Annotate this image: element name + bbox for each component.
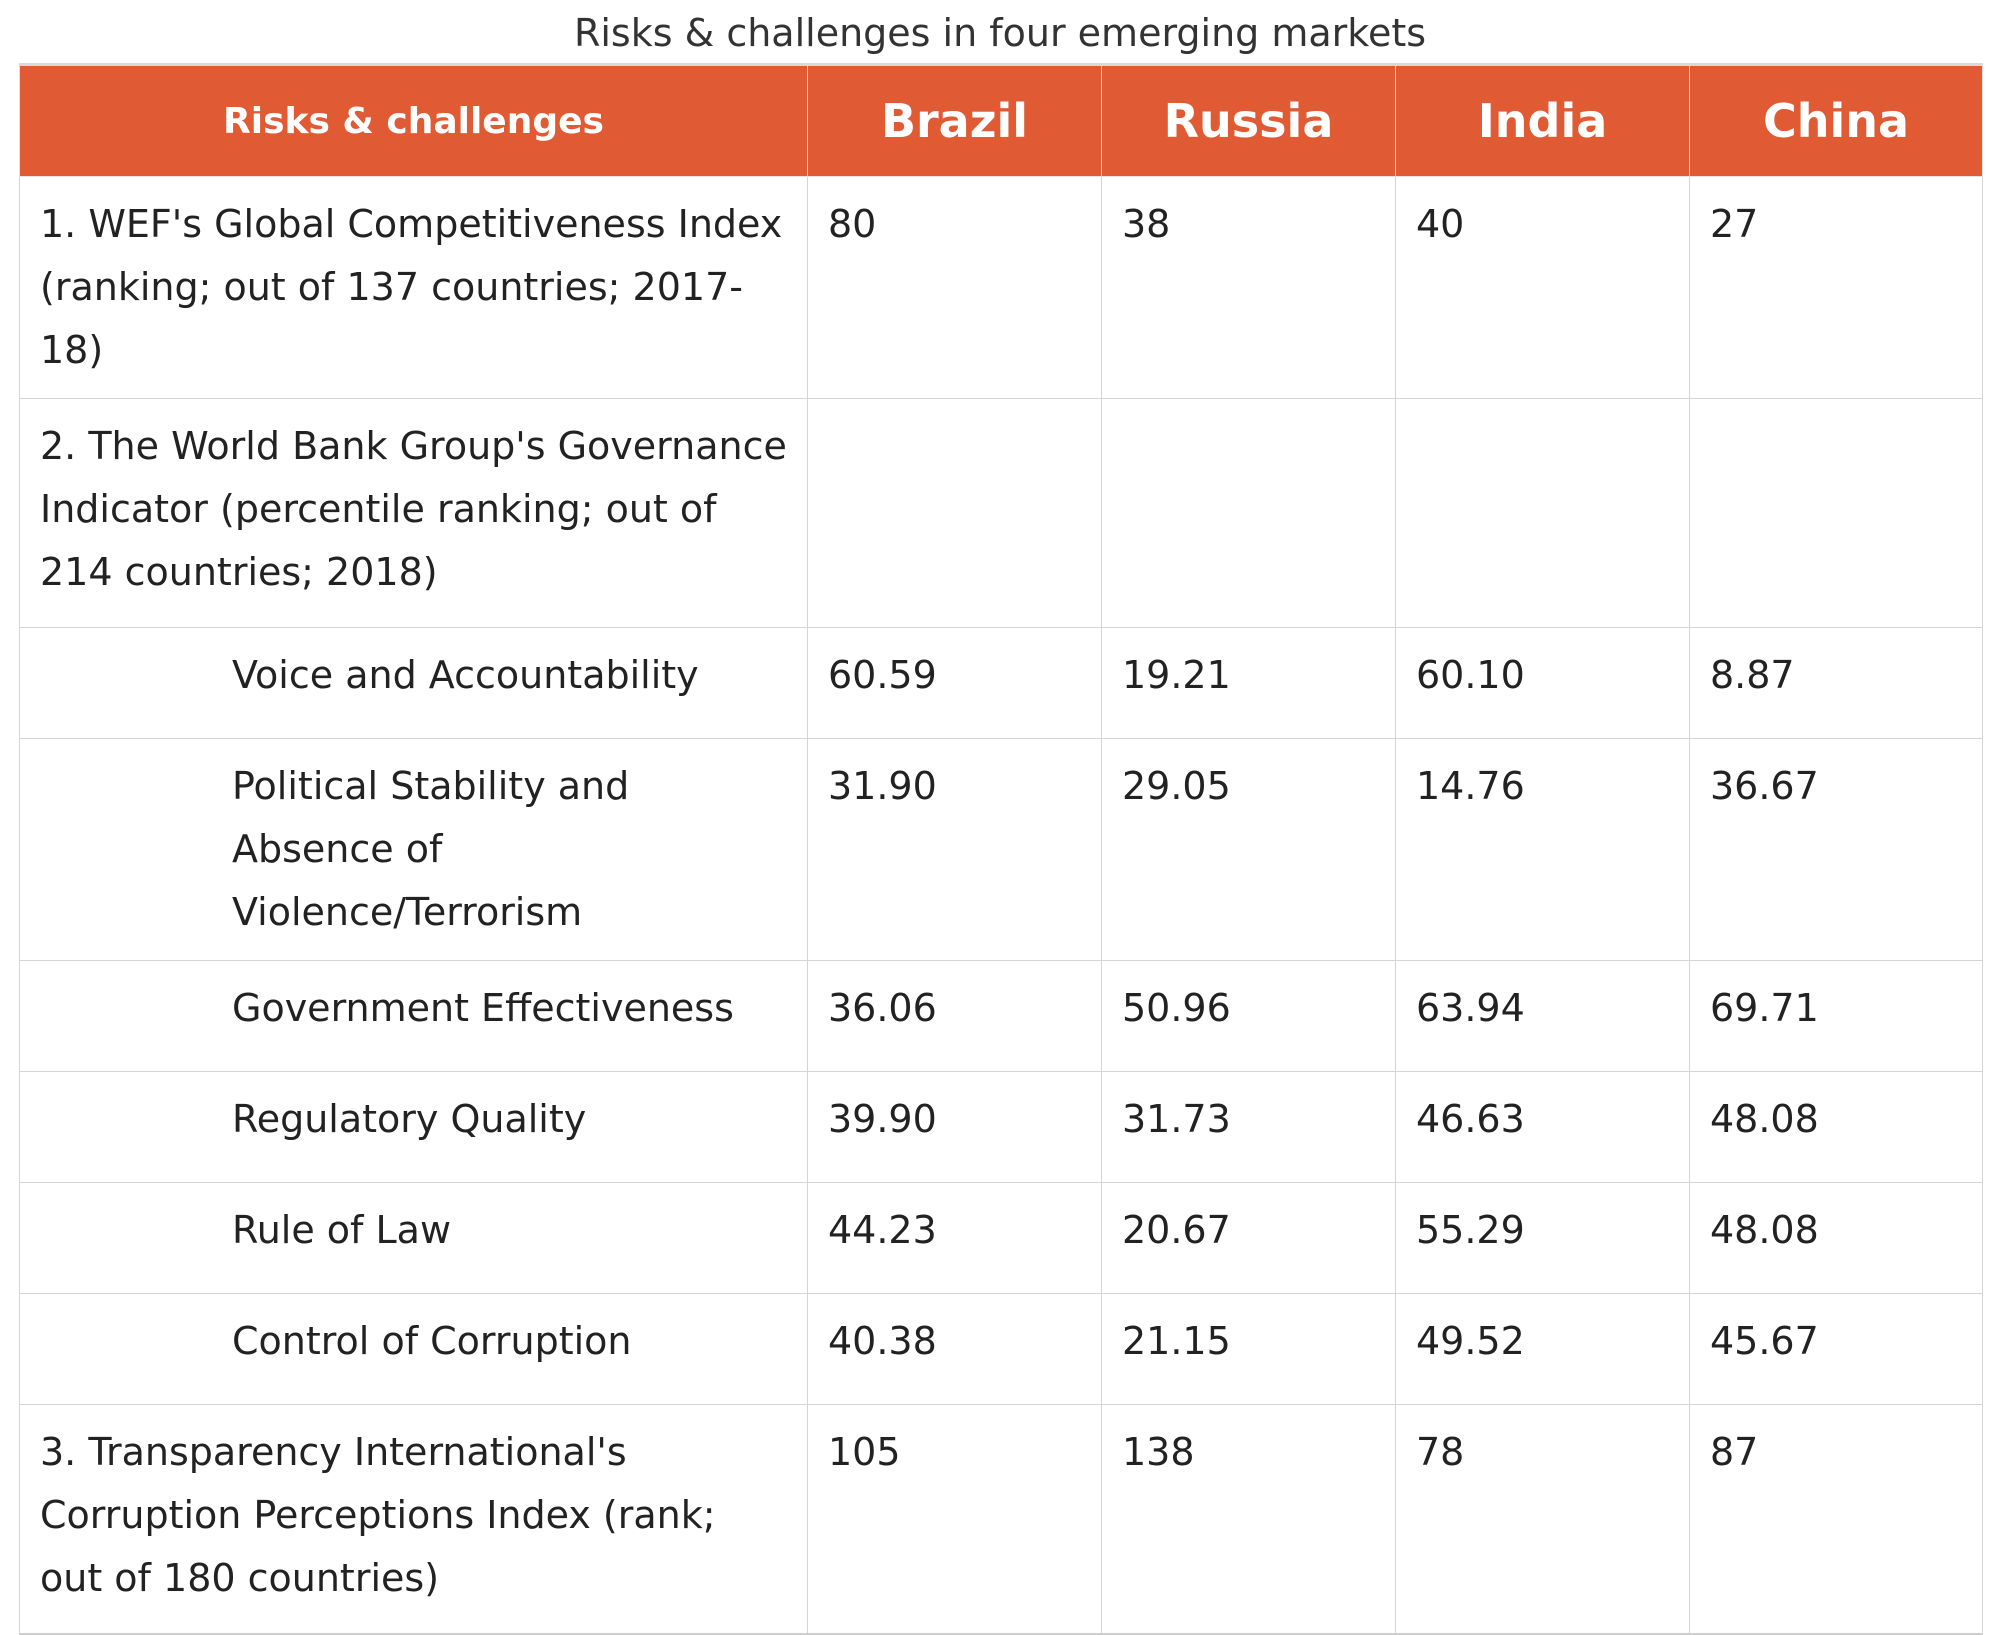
cell-russia: 138 xyxy=(1101,1404,1396,1635)
cell-russia: 29.05 xyxy=(1101,738,1396,961)
cell-china xyxy=(1689,398,1983,628)
row-label: Voice and Accountability xyxy=(19,627,808,739)
table-row: Political Stability and Absence of Viole… xyxy=(19,738,1983,961)
cell-russia: 20.67 xyxy=(1101,1182,1396,1294)
cell-brazil: 31.90 xyxy=(807,738,1102,961)
header-brazil: Brazil xyxy=(807,63,1102,177)
cell-brazil: 40.38 xyxy=(807,1293,1102,1405)
cell-china: 36.67 xyxy=(1689,738,1983,961)
header-row: Risks & challenges Brazil Russia India C… xyxy=(19,63,1983,177)
row-label: Rule of Law xyxy=(19,1182,808,1294)
cell-brazil: 60.59 xyxy=(807,627,1102,739)
cell-brazil: 105 xyxy=(807,1404,1102,1635)
header-risks: Risks & challenges xyxy=(19,63,808,177)
cell-india xyxy=(1395,398,1690,628)
cell-india: 14.76 xyxy=(1395,738,1690,961)
cell-brazil xyxy=(807,398,1102,628)
header-india: India xyxy=(1395,63,1690,177)
row-label: Regulatory Quality xyxy=(19,1071,808,1183)
header-china: China xyxy=(1689,63,1983,177)
cell-brazil: 80 xyxy=(807,176,1102,399)
cell-russia: 21.15 xyxy=(1101,1293,1396,1405)
table-caption: Risks & challenges in four emerging mark… xyxy=(573,11,1427,55)
cell-russia xyxy=(1101,398,1396,628)
table-row: Control of Corruption 40.38 21.15 49.52 … xyxy=(19,1293,1983,1405)
cell-china: 48.08 xyxy=(1689,1182,1983,1294)
cell-china: 27 xyxy=(1689,176,1983,399)
table-row: Voice and Accountability 60.59 19.21 60.… xyxy=(19,627,1983,739)
cell-brazil: 39.90 xyxy=(807,1071,1102,1183)
row-label: 2. The World Bank Group's Governance Ind… xyxy=(19,398,808,628)
row-label: 3. Transparency International's Corrupti… xyxy=(19,1404,808,1635)
row-label: Political Stability and Absence of Viole… xyxy=(19,738,808,961)
cell-china: 87 xyxy=(1689,1404,1983,1635)
cell-india: 46.63 xyxy=(1395,1071,1690,1183)
table-row: 3. Transparency International's Corrupti… xyxy=(19,1404,1983,1635)
cell-russia: 31.73 xyxy=(1101,1071,1396,1183)
risks-table: Risks & challenges Brazil Russia India C… xyxy=(19,63,1983,1635)
row-label: 1. WEF's Global Competitiveness Index (r… xyxy=(19,176,808,399)
cell-india: 60.10 xyxy=(1395,627,1690,739)
cell-russia: 19.21 xyxy=(1101,627,1396,739)
table-row: 2. The World Bank Group's Governance Ind… xyxy=(19,398,1983,628)
cell-india: 40 xyxy=(1395,176,1690,399)
table-row: 1. WEF's Global Competitiveness Index (r… xyxy=(19,176,1983,399)
table-row: Government Effectiveness 36.06 50.96 63.… xyxy=(19,960,1983,1072)
cell-russia: 50.96 xyxy=(1101,960,1396,1072)
row-label: Government Effectiveness xyxy=(19,960,808,1072)
cell-china: 48.08 xyxy=(1689,1071,1983,1183)
cell-india: 49.52 xyxy=(1395,1293,1690,1405)
cell-india: 63.94 xyxy=(1395,960,1690,1072)
table-row: Regulatory Quality 39.90 31.73 46.63 48.… xyxy=(19,1071,1983,1183)
table-row: Rule of Law 44.23 20.67 55.29 48.08 xyxy=(19,1182,1983,1294)
cell-india: 55.29 xyxy=(1395,1182,1690,1294)
header-russia: Russia xyxy=(1101,63,1396,177)
cell-russia: 38 xyxy=(1101,176,1396,399)
cell-india: 78 xyxy=(1395,1404,1690,1635)
cell-brazil: 36.06 xyxy=(807,960,1102,1072)
cell-china: 69.71 xyxy=(1689,960,1983,1072)
cell-china: 8.87 xyxy=(1689,627,1983,739)
row-label: Control of Corruption xyxy=(19,1293,808,1405)
cell-china: 45.67 xyxy=(1689,1293,1983,1405)
cell-brazil: 44.23 xyxy=(807,1182,1102,1294)
